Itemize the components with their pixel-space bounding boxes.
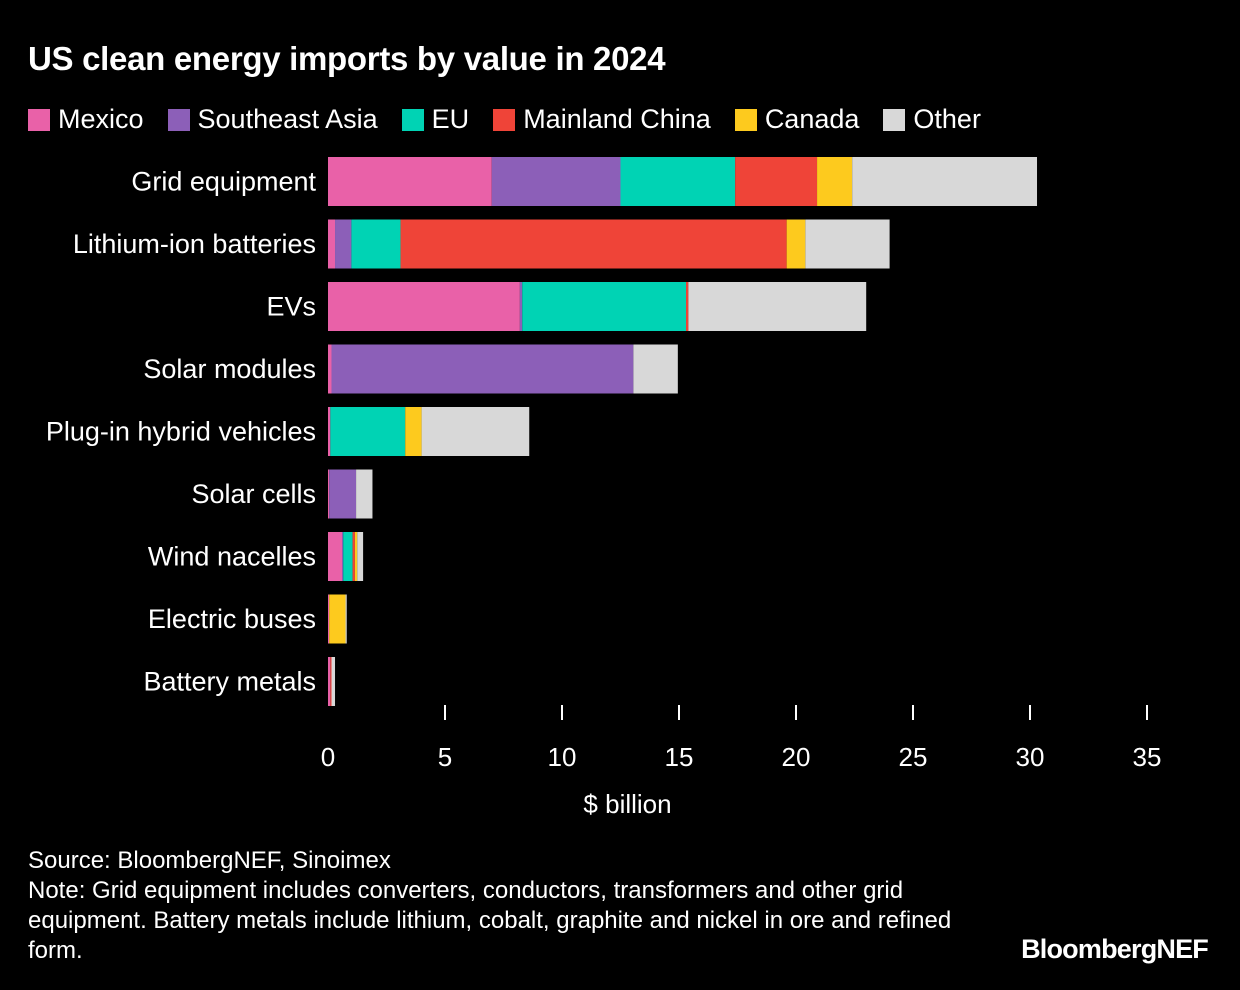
bar-segment-eu bbox=[351, 219, 401, 269]
bar-segment-eu bbox=[330, 407, 406, 456]
category-label: Battery metals bbox=[143, 667, 316, 697]
bar-segment-mainland-china bbox=[735, 157, 818, 206]
legend-swatch bbox=[493, 108, 516, 131]
category-label: Grid equipment bbox=[131, 167, 316, 197]
legend-swatch bbox=[734, 108, 757, 131]
note-text: Note: Grid equipment includes converters… bbox=[28, 877, 952, 964]
bar-segment-southeast-asia bbox=[329, 469, 357, 519]
category-label: Wind nacelles bbox=[148, 542, 316, 572]
legend-item: Mexico bbox=[28, 104, 144, 135]
legend-label: Canada bbox=[764, 104, 860, 134]
bar-segment-eu bbox=[620, 157, 736, 206]
legend-item: Other bbox=[883, 104, 981, 135]
legend-label: Mainland China bbox=[523, 104, 711, 134]
legend-item: Mainland China bbox=[493, 104, 711, 135]
x-tick-label: 20 bbox=[782, 742, 811, 772]
source-text: Source: BloombergNEF, Sinoimex bbox=[28, 847, 391, 874]
bar-segment-southeast-asia bbox=[331, 344, 634, 394]
x-tick-label: 35 bbox=[1133, 742, 1162, 772]
category-label: EVs bbox=[266, 292, 316, 322]
footer: Source: BloombergNEF, Sinoimex Note: Gri… bbox=[28, 846, 988, 966]
legend-label: Southeast Asia bbox=[197, 104, 378, 134]
bar-segment-other bbox=[357, 532, 364, 581]
bar-segment-canada bbox=[329, 594, 346, 644]
legend-label: Other bbox=[913, 104, 981, 134]
bar-segment-eu bbox=[343, 532, 353, 581]
bar-segment-southeast-asia bbox=[491, 157, 621, 206]
bar-segment-other bbox=[421, 407, 530, 456]
legend-swatch bbox=[167, 108, 190, 131]
bar-segment-southeast-asia bbox=[519, 282, 523, 331]
bar-segment-mexico bbox=[328, 657, 331, 706]
bar-segment-mexico bbox=[328, 594, 330, 644]
bar-segment-canada bbox=[817, 157, 853, 206]
bar-segment-canada bbox=[354, 532, 358, 581]
x-tick-label: 15 bbox=[665, 742, 694, 772]
bar-segment-southeast-asia bbox=[335, 219, 352, 269]
x-tick-label: 25 bbox=[899, 742, 928, 772]
x-tick-label: 30 bbox=[1016, 742, 1045, 772]
bar-segment-canada bbox=[786, 219, 806, 269]
bar-segment-mexico bbox=[328, 282, 520, 331]
bar-segment-other bbox=[688, 282, 867, 331]
bar-segment-other bbox=[805, 219, 890, 269]
x-tick-label: 10 bbox=[548, 742, 577, 772]
x-axis-label: $ billion bbox=[583, 789, 671, 819]
bar-segment-mainland-china bbox=[352, 532, 355, 581]
bar-segment-mainland-china bbox=[686, 282, 689, 331]
legend: Mexico Southeast Asia EU Mainland China Cana… bbox=[28, 104, 1005, 135]
legend-swatch bbox=[883, 108, 906, 131]
category-label: Solar cells bbox=[191, 479, 316, 509]
legend-item: EU bbox=[401, 104, 470, 135]
legend-item: Canada bbox=[734, 104, 860, 135]
bar-segment-mexico bbox=[328, 407, 331, 456]
bar-segment-mexico bbox=[328, 157, 492, 206]
category-label: Lithium-ion batteries bbox=[73, 229, 316, 259]
category-label: Solar modules bbox=[143, 354, 316, 384]
bar-segment-southeast-asia bbox=[342, 532, 344, 581]
legend-swatch bbox=[401, 108, 424, 131]
legend-swatch bbox=[28, 108, 50, 131]
category-label: Plug-in hybrid vehicles bbox=[46, 417, 316, 447]
legend-label: Mexico bbox=[58, 104, 144, 134]
bar-segment-other bbox=[633, 344, 678, 394]
bar-segment-other bbox=[331, 657, 336, 706]
x-tick-label: 5 bbox=[438, 742, 452, 772]
bar-segment-mainland-china bbox=[400, 219, 787, 269]
bar-segment-mainland-china bbox=[330, 657, 332, 706]
x-tick-label: 0 bbox=[321, 742, 335, 772]
category-label: Electric buses bbox=[148, 604, 316, 634]
bar-segment-mexico bbox=[328, 469, 330, 519]
bar-segment-mexico bbox=[328, 344, 332, 394]
bar-segment-canada bbox=[405, 407, 422, 456]
bar-segment-other bbox=[356, 469, 373, 519]
brand-logo: BloombergNEF bbox=[1021, 934, 1209, 964]
bar-segment-other bbox=[345, 594, 347, 644]
legend-label: EU bbox=[431, 104, 470, 134]
chart-title: US clean energy imports by value in 2024 bbox=[28, 40, 666, 77]
bar-segment-eu bbox=[522, 282, 687, 331]
legend-item: Southeast Asia bbox=[167, 104, 378, 135]
bar-segment-other bbox=[852, 157, 1038, 206]
bar-segment-mexico bbox=[328, 219, 336, 269]
bar-segment-mexico bbox=[328, 532, 343, 581]
stacked-bar-chart: Grid equipment Lithium-ion batteries EVs So… bbox=[46, 157, 1162, 819]
